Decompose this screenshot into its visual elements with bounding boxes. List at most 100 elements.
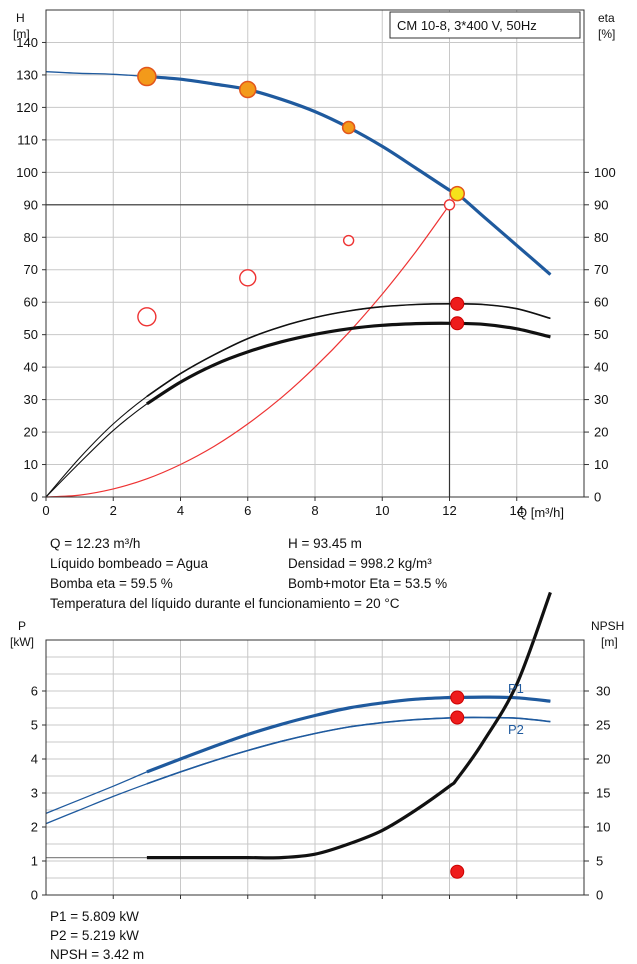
total-eta-line (146, 321, 551, 406)
y-right-label-npsh: NPSH (591, 619, 624, 633)
result-pump-eta: Bomba eta = 59.5 % (50, 576, 173, 591)
top-y-left-tick: 100 (16, 165, 38, 180)
bottom-y-left-tick: 4 (31, 752, 38, 767)
top-y-right-tick: 20 (594, 425, 608, 440)
bottom-markers (450, 690, 465, 879)
top-x-tick: 4 (177, 503, 184, 518)
bottom-y-right-tick: 30 (596, 684, 610, 699)
title-box (389, 11, 581, 39)
y-left-unit-kw: [kW] (10, 635, 34, 649)
p1-line (146, 695, 551, 774)
power-npsh-chart: 0 1 2 3 4 5 6 0 5 10 15 20 25 30 P [kW] NPSH [m] P1 P… (10, 591, 624, 903)
bottom-y-right-tick: 25 (596, 718, 610, 733)
top-ticks: 0102030405060708090100110120130140010203… (16, 35, 615, 518)
top-y-right-tick: 0 (594, 490, 601, 505)
top-y-right-tick: 100 (594, 165, 616, 180)
bottom-y-left-tick: 0 (31, 888, 38, 903)
top-x-tick: 0 (42, 503, 49, 518)
bottom-y-left-tick: 6 (31, 684, 38, 699)
bottom-y-left-tick: 2 (31, 820, 38, 835)
top-y-right-tick: 10 (594, 457, 608, 472)
result-temperature: Temperatura del líquido durante el funci… (50, 596, 400, 611)
top-y-left-tick: 70 (24, 262, 38, 277)
bottom-y-right-tick: 10 (596, 820, 610, 835)
top-y-left-tick: 30 (24, 392, 38, 407)
result-density: Densidad = 998.2 kg/m³ (288, 556, 432, 571)
eta-open-marker (137, 307, 157, 327)
head-marker (239, 80, 257, 99)
top-y-right-tick: 30 (594, 392, 608, 407)
eta-open-marker (342, 234, 355, 247)
eta-open-marker (443, 199, 456, 211)
top-y-left-tick: 140 (16, 35, 38, 50)
top-x-tick: 6 (244, 503, 251, 518)
top-markers (137, 66, 465, 331)
top-x-tick: 2 (110, 503, 117, 518)
head-efficiency-chart: 0102030405060708090100110120130140010203… (13, 9, 616, 520)
top-y-right-tick: 80 (594, 230, 608, 245)
bottom-grid (46, 640, 584, 895)
result-p2: P2 = 5.219 kW (50, 928, 139, 943)
power-duty-marker (450, 710, 465, 725)
top-y-left-tick: 130 (16, 67, 38, 82)
top-y-left-tick: 60 (24, 295, 38, 310)
bottom-y-right-tick: 15 (596, 786, 610, 801)
power-duty-marker (450, 690, 465, 705)
top-y-left-tick: 80 (24, 230, 38, 245)
head-marker (341, 120, 356, 135)
top-y-right-tick: 90 (594, 197, 608, 212)
top-y-left-tick: 20 (24, 425, 38, 440)
top-x-tick: 8 (311, 503, 318, 518)
result-flow: Q = 12.23 m³/h (50, 536, 141, 551)
top-y-right-tick: 40 (594, 360, 608, 375)
bottom-y-left-tick: 5 (31, 718, 38, 733)
head-marker (137, 66, 157, 87)
result-head: H = 93.45 m (288, 536, 362, 551)
eta-duty-marker (450, 316, 465, 331)
eta-duty-marker (450, 296, 465, 311)
result-npsh: NPSH = 3.42 m (50, 947, 145, 962)
top-x-tick: 14 (510, 503, 524, 518)
top-y-left-tick: 120 (16, 100, 38, 115)
top-y-left-tick: 10 (24, 457, 38, 472)
y-right-label-eta: eta (598, 11, 615, 25)
x-axis-label: Q [m³/h] (517, 505, 564, 520)
y-right-unit-m: [m] (601, 635, 618, 649)
top-y-left-tick: 40 (24, 360, 38, 375)
chart-title: CM 10-8, 3*400 V, 50Hz (397, 18, 537, 33)
npsh-line (146, 591, 552, 860)
y-left-label-h: H (16, 11, 25, 25)
top-x-tick: 10 (375, 503, 389, 518)
bottom-y-right-tick: 0 (596, 888, 603, 903)
top-y-left-tick: 110 (17, 132, 38, 147)
bottom-curves (45, 591, 552, 860)
system-curve-line (45, 204, 450, 498)
p1-series-label: P1 (508, 681, 524, 696)
bottom-ticks: 0 1 2 3 4 5 6 0 5 10 15 20 25 30 (31, 684, 611, 903)
pump-eta-line (146, 302, 551, 398)
result-p1: P1 = 5.809 kW (50, 909, 139, 924)
y-right-unit-percent: [%] (598, 27, 615, 41)
top-y-left-tick: 50 (24, 327, 38, 342)
head-marker (449, 185, 465, 202)
bottom-y-right-tick: 5 (596, 854, 603, 869)
top-y-left-tick: 0 (31, 490, 38, 505)
p2-series-label: P2 (508, 722, 524, 737)
top-y-right-tick: 60 (594, 295, 608, 310)
bottom-y-right-tick: 20 (596, 752, 610, 767)
top-y-left-tick: 90 (24, 197, 38, 212)
y-left-label-p: P (18, 619, 26, 633)
head-line (146, 75, 552, 276)
eta-open-marker (239, 269, 257, 287)
top-x-tick: 12 (442, 503, 456, 518)
top-curves (45, 71, 552, 498)
result-total-eta: Bomb+motor Eta = 53.5 % (288, 576, 448, 591)
top-y-right-tick: 70 (594, 262, 608, 277)
p2-line (146, 716, 551, 785)
bottom-y-left-tick: 1 (31, 854, 38, 869)
bottom-y-left-tick: 3 (31, 786, 38, 801)
power-duty-marker (450, 864, 465, 879)
y-left-unit-m: [m] (13, 27, 30, 41)
top-y-right-tick: 50 (594, 327, 608, 342)
